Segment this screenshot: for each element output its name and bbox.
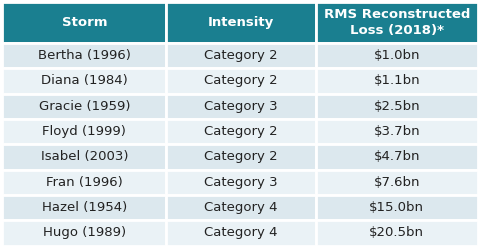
FancyBboxPatch shape [167, 43, 316, 68]
Text: Category 2: Category 2 [204, 74, 278, 88]
FancyBboxPatch shape [2, 220, 167, 246]
Text: Category 3: Category 3 [204, 100, 278, 113]
Text: Intensity: Intensity [208, 16, 274, 29]
FancyBboxPatch shape [167, 2, 316, 43]
FancyBboxPatch shape [316, 119, 478, 144]
Text: RMS Reconstructed
Loss (2018)*: RMS Reconstructed Loss (2018)* [324, 8, 470, 37]
Text: Category 2: Category 2 [204, 125, 278, 138]
FancyBboxPatch shape [316, 144, 478, 170]
Text: Gracie (1959): Gracie (1959) [38, 100, 130, 113]
FancyBboxPatch shape [316, 68, 478, 93]
FancyBboxPatch shape [167, 144, 316, 170]
FancyBboxPatch shape [316, 43, 478, 68]
FancyBboxPatch shape [2, 2, 167, 43]
Text: Category 4: Category 4 [204, 201, 278, 214]
FancyBboxPatch shape [316, 170, 478, 195]
FancyBboxPatch shape [316, 2, 478, 43]
FancyBboxPatch shape [316, 195, 478, 220]
Text: Bertha (1996): Bertha (1996) [38, 49, 131, 62]
FancyBboxPatch shape [316, 220, 478, 246]
FancyBboxPatch shape [316, 94, 478, 119]
Text: Hazel (1954): Hazel (1954) [42, 201, 127, 214]
Text: Category 3: Category 3 [204, 176, 278, 189]
Text: Diana (1984): Diana (1984) [41, 74, 128, 88]
FancyBboxPatch shape [167, 220, 316, 246]
Text: $1.0bn: $1.0bn [373, 49, 420, 62]
Text: $3.7bn: $3.7bn [373, 125, 420, 138]
FancyBboxPatch shape [2, 43, 167, 68]
FancyBboxPatch shape [2, 119, 167, 144]
Text: Floyd (1999): Floyd (1999) [42, 125, 126, 138]
Text: Category 2: Category 2 [204, 49, 278, 62]
Text: $2.5bn: $2.5bn [373, 100, 420, 113]
Text: $15.0bn: $15.0bn [369, 201, 424, 214]
Text: $4.7bn: $4.7bn [373, 150, 420, 163]
Text: $7.6bn: $7.6bn [373, 176, 420, 189]
Text: $20.5bn: $20.5bn [369, 226, 424, 239]
FancyBboxPatch shape [167, 68, 316, 93]
FancyBboxPatch shape [2, 68, 167, 93]
FancyBboxPatch shape [167, 195, 316, 220]
FancyBboxPatch shape [167, 94, 316, 119]
Text: Category 4: Category 4 [204, 226, 278, 239]
FancyBboxPatch shape [2, 144, 167, 170]
Text: Hugo (1989): Hugo (1989) [43, 226, 126, 239]
FancyBboxPatch shape [2, 94, 167, 119]
FancyBboxPatch shape [167, 170, 316, 195]
FancyBboxPatch shape [167, 119, 316, 144]
Text: $1.1bn: $1.1bn [373, 74, 420, 88]
Text: Fran (1996): Fran (1996) [46, 176, 123, 189]
Text: Category 2: Category 2 [204, 150, 278, 163]
FancyBboxPatch shape [2, 195, 167, 220]
Text: Isabel (2003): Isabel (2003) [41, 150, 128, 163]
Text: Storm: Storm [61, 16, 107, 29]
FancyBboxPatch shape [2, 170, 167, 195]
